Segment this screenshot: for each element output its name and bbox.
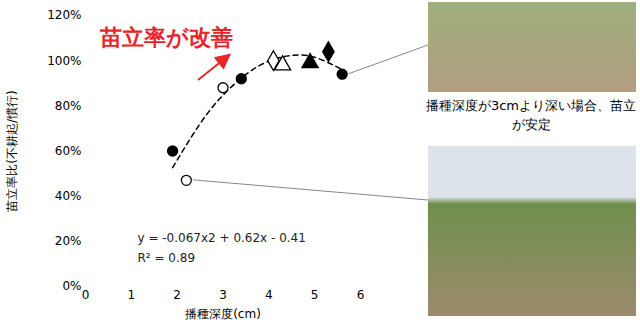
svg-text:2: 2 bbox=[173, 288, 181, 302]
html-text:播種深度が3cmより深い場合、苗立が安定: 播種深度が3cmより深い場合、苗立が安定 bbox=[426, 98, 636, 132]
svg-text:100%: 100% bbox=[47, 54, 81, 68]
svg-text:6: 6 bbox=[357, 288, 365, 302]
svg-text:5: 5 bbox=[311, 288, 319, 302]
svg-text:播種深度(cm): 播種深度(cm) bbox=[185, 307, 261, 320]
svg-text:40%: 40% bbox=[55, 189, 82, 203]
svg-text:60%: 60% bbox=[55, 144, 82, 158]
svg-text:0: 0 bbox=[82, 288, 90, 302]
svg-text:120%: 120% bbox=[47, 8, 81, 22]
svg-text:R² = 0.89: R² = 0.89 bbox=[138, 251, 196, 265]
svg-text:4: 4 bbox=[265, 288, 273, 302]
svg-text:苗立率比(不耕起/慣行): 苗立率比(不耕起/慣行) bbox=[5, 90, 19, 211]
svg-text:1: 1 bbox=[128, 288, 136, 302]
svg-text:苗立率が改善: 苗立率が改善 bbox=[99, 25, 233, 50]
svg-text:0%: 0% bbox=[62, 279, 81, 293]
svg-text:20%: 20% bbox=[55, 234, 82, 248]
svg-text:y = -0.067x2 + 0.62x - 0.41: y = -0.067x2 + 0.62x - 0.41 bbox=[138, 231, 306, 245]
svg-text:3: 3 bbox=[219, 288, 227, 302]
svg-text:80%: 80% bbox=[55, 99, 82, 113]
